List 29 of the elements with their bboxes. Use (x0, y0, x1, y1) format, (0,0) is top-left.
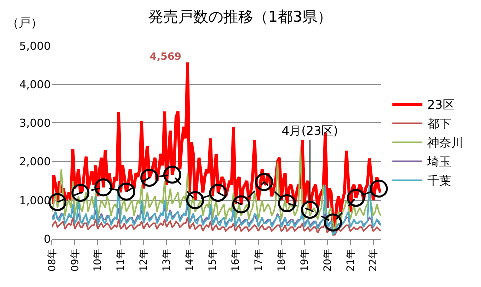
chart-title: 発売戸数の推移（1都3県） (148, 8, 333, 26)
data-label: 4,569 (150, 52, 182, 63)
y-tick-label: 4,000 (20, 78, 51, 92)
x-tick-label: 18年 (276, 249, 288, 272)
x-tick-label: 19年 (298, 249, 311, 272)
legend-label: 神奈川 (428, 136, 464, 150)
legend-label: 埼玉 (426, 155, 452, 170)
x-tick-label: 15年 (206, 249, 219, 272)
y-tick-label: 5,000 (20, 40, 51, 53)
y-tick-label: 3,000 (20, 117, 51, 130)
x-tick-label: 11年 (115, 249, 128, 272)
x-tick-label: 10年 (92, 249, 104, 272)
y-tick-label: 0 (44, 232, 51, 246)
y-axis-title: （戸） (7, 16, 43, 30)
x-tick-label: 08年 (46, 249, 58, 272)
text: 4月(23区) (282, 124, 338, 138)
legend-label: 都下 (428, 117, 452, 132)
y-tick-label: 2,000 (20, 156, 51, 169)
legend-label: 23区 (428, 98, 455, 112)
x-tick-label: 13年 (161, 249, 174, 272)
legend-label: 千葉 (428, 174, 452, 188)
x-tick-label: 16年 (230, 249, 242, 272)
x-tick-label: 21年 (344, 249, 357, 272)
x-tick-label: 20年 (322, 249, 334, 272)
x-tick-label: 14年 (184, 249, 196, 272)
x-tick-label: 22年 (368, 249, 380, 272)
x-tick-label: 12年 (138, 249, 150, 272)
x-tick-label: 09年 (69, 249, 82, 272)
x-tick-label: 17年 (252, 249, 265, 272)
